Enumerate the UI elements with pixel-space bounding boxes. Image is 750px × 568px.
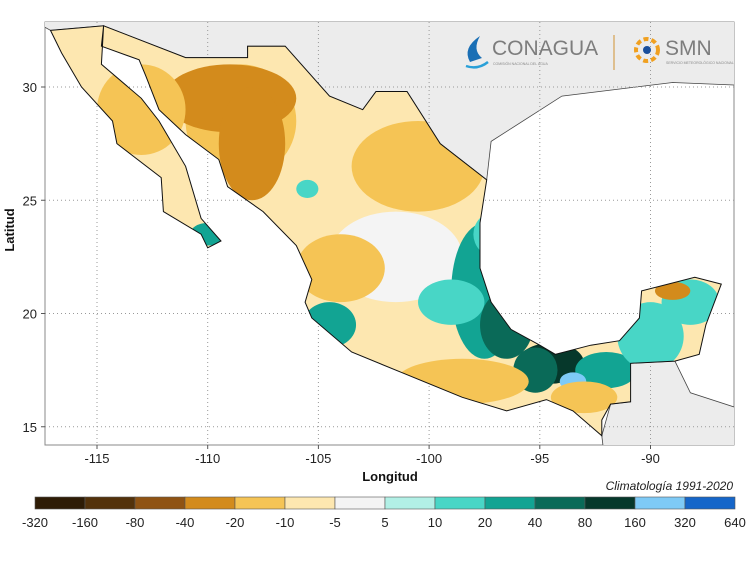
y-tick-label: 15 bbox=[23, 420, 37, 435]
x-tick-label: -115 bbox=[84, 451, 109, 466]
legend-break-label: -5 bbox=[329, 515, 341, 530]
legend-swatch bbox=[684, 496, 736, 510]
legend-break-label: 160 bbox=[624, 515, 646, 530]
x-tick-label: -100 bbox=[416, 451, 442, 466]
anomaly-region bbox=[418, 279, 485, 325]
x-tick-label: -105 bbox=[305, 451, 331, 466]
legend-break-label: -80 bbox=[126, 515, 145, 530]
y-axis-label: Latitud bbox=[2, 208, 17, 251]
smn-sun-icon bbox=[634, 37, 660, 63]
y-tick-label: 25 bbox=[23, 193, 37, 208]
x-axis-label: Longitud bbox=[362, 469, 418, 484]
conagua-subtext: COMISIÓN NACIONAL DEL AGUA bbox=[493, 61, 548, 66]
legend-swatch bbox=[34, 496, 86, 510]
legend-break-label: 80 bbox=[578, 515, 592, 530]
legend-break-label: -40 bbox=[176, 515, 195, 530]
x-tick-label: -90 bbox=[641, 451, 660, 466]
legend-break-label: 320 bbox=[674, 515, 696, 530]
legend-swatch bbox=[284, 496, 336, 510]
climatology-note: Climatología 1991-2020 bbox=[606, 479, 734, 493]
y-tick-label: 20 bbox=[23, 307, 37, 322]
legend-swatch bbox=[634, 496, 686, 510]
mexico-outline bbox=[49, 25, 722, 437]
legend-swatch bbox=[384, 496, 436, 510]
legend-swatch bbox=[484, 496, 536, 510]
conagua-logo: CONAGUA COMISIÓN NACIONAL DEL AGUA bbox=[465, 36, 598, 69]
anomaly-region bbox=[97, 64, 186, 155]
conagua-drop-icon bbox=[467, 36, 482, 62]
smn-text: SMN bbox=[665, 37, 712, 60]
color-legend: -320 -160 -80 -40 -20 -10 -5 5 10 20 40 80 160 320 640 bbox=[22, 496, 746, 530]
x-ticks: -115 -110 -105 -100 -95 -90 bbox=[84, 445, 660, 466]
legend-break-label: -160 bbox=[72, 515, 98, 530]
x-tick-label: -110 bbox=[195, 451, 220, 466]
legend-break-label: 40 bbox=[528, 515, 542, 530]
legend-break-label: 10 bbox=[428, 515, 442, 530]
legend-break-label: 640 bbox=[724, 515, 746, 530]
legend-swatch bbox=[434, 496, 486, 510]
smn-subtext: SERVICIO METEOROLÓGICO NACIONAL bbox=[666, 60, 734, 65]
y-tick-label: 30 bbox=[23, 80, 37, 95]
legend-swatch bbox=[534, 496, 586, 510]
legend-break-label: 5 bbox=[381, 515, 388, 530]
legend-swatch bbox=[134, 496, 186, 510]
legend-break-label: 20 bbox=[478, 515, 492, 530]
anomaly-region bbox=[550, 381, 618, 414]
legend-swatch bbox=[184, 496, 236, 510]
anomaly-region bbox=[296, 179, 319, 198]
legend-swatch bbox=[84, 496, 136, 510]
smn-logo: SMN SERVICIO METEOROLÓGICO NACIONAL bbox=[634, 37, 734, 65]
x-tick-label: -95 bbox=[530, 451, 549, 466]
conagua-text: CONAGUA bbox=[492, 37, 598, 60]
anomaly-region bbox=[575, 352, 638, 389]
legend-break-label: -10 bbox=[276, 515, 295, 530]
legend-break-label: -20 bbox=[226, 515, 245, 530]
anomaly-region bbox=[218, 87, 286, 201]
legend-swatch bbox=[334, 496, 386, 510]
anomaly-region bbox=[654, 281, 691, 300]
y-ticks: 30 25 20 15 bbox=[23, 80, 45, 435]
legend-break-label: -320 bbox=[22, 515, 48, 530]
legend-swatch bbox=[234, 496, 286, 510]
legend-swatch bbox=[584, 496, 636, 510]
anomaly-region bbox=[296, 234, 385, 303]
